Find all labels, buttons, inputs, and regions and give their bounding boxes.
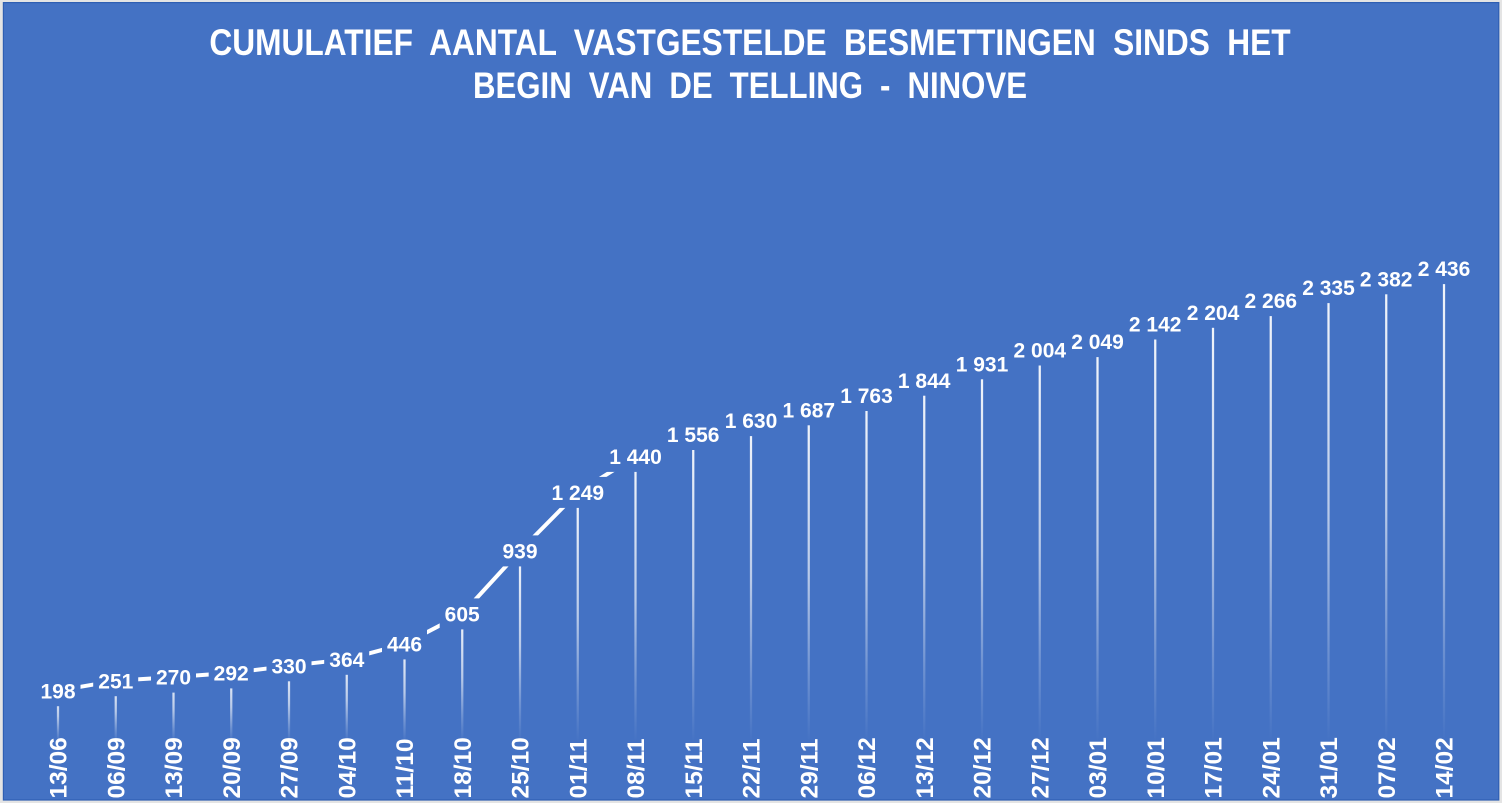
svg-text:605: 605 [445, 604, 480, 627]
svg-text:2 142: 2 142 [1129, 314, 1182, 337]
svg-text:1 687: 1 687 [783, 399, 836, 422]
svg-text:27/09: 27/09 [277, 737, 304, 798]
svg-text:2 335: 2 335 [1302, 277, 1355, 300]
svg-text:13/06: 13/06 [46, 737, 73, 798]
svg-text:22/11: 22/11 [739, 739, 766, 799]
svg-text:14/02: 14/02 [1432, 737, 1459, 798]
svg-text:1 844: 1 844 [898, 370, 951, 393]
svg-text:11/10: 11/10 [392, 739, 419, 799]
svg-text:2 266: 2 266 [1245, 290, 1298, 313]
svg-text:24/01: 24/01 [1259, 737, 1286, 798]
svg-text:1 763: 1 763 [840, 385, 893, 408]
svg-text:364: 364 [329, 649, 364, 672]
svg-text:03/01: 03/01 [1085, 737, 1112, 798]
svg-text:1 630: 1 630 [725, 410, 778, 433]
svg-text:31/01: 31/01 [1316, 737, 1343, 798]
svg-text:BEGIN VAN DE TELLING - NINOVE: BEGIN VAN DE TELLING - NINOVE [473, 65, 1027, 106]
svg-text:01/11: 01/11 [566, 739, 593, 799]
svg-text:2 204: 2 204 [1187, 302, 1240, 325]
svg-text:2 382: 2 382 [1360, 268, 1413, 291]
svg-text:251: 251 [98, 670, 133, 693]
svg-text:1 931: 1 931 [956, 353, 1009, 376]
svg-text:CUMULATIEF AANTAL VASTGESTELDE: CUMULATIEF AANTAL VASTGESTELDE BESMETTIN… [209, 23, 1290, 64]
svg-text:10/01: 10/01 [1143, 737, 1170, 798]
svg-text:27/12: 27/12 [1028, 737, 1055, 798]
svg-text:2 004: 2 004 [1014, 340, 1067, 363]
svg-text:07/02: 07/02 [1374, 737, 1401, 798]
svg-text:1 440: 1 440 [609, 446, 662, 469]
svg-text:1 556: 1 556 [667, 424, 720, 447]
svg-text:446: 446 [387, 634, 422, 657]
svg-text:20/09: 20/09 [219, 737, 246, 798]
svg-text:08/11: 08/11 [623, 739, 650, 799]
svg-text:15/11: 15/11 [681, 739, 708, 799]
svg-text:06/12: 06/12 [854, 737, 881, 798]
svg-text:29/11: 29/11 [797, 739, 824, 799]
svg-text:17/01: 17/01 [1201, 737, 1228, 798]
svg-text:330: 330 [271, 655, 306, 678]
svg-text:25/10: 25/10 [508, 737, 535, 798]
svg-text:18/10: 18/10 [450, 737, 477, 798]
svg-text:1 249: 1 249 [552, 482, 605, 505]
svg-text:04/10: 04/10 [334, 737, 361, 798]
svg-text:198: 198 [40, 680, 75, 703]
svg-text:13/09: 13/09 [161, 737, 188, 798]
svg-text:270: 270 [156, 667, 191, 690]
svg-text:06/09: 06/09 [104, 737, 131, 798]
svg-text:939: 939 [502, 541, 537, 564]
svg-text:20/12: 20/12 [970, 737, 997, 798]
svg-text:2 049: 2 049 [1071, 331, 1124, 354]
svg-text:292: 292 [214, 663, 249, 686]
svg-text:13/12: 13/12 [912, 737, 939, 798]
svg-text:2 436: 2 436 [1418, 258, 1471, 281]
